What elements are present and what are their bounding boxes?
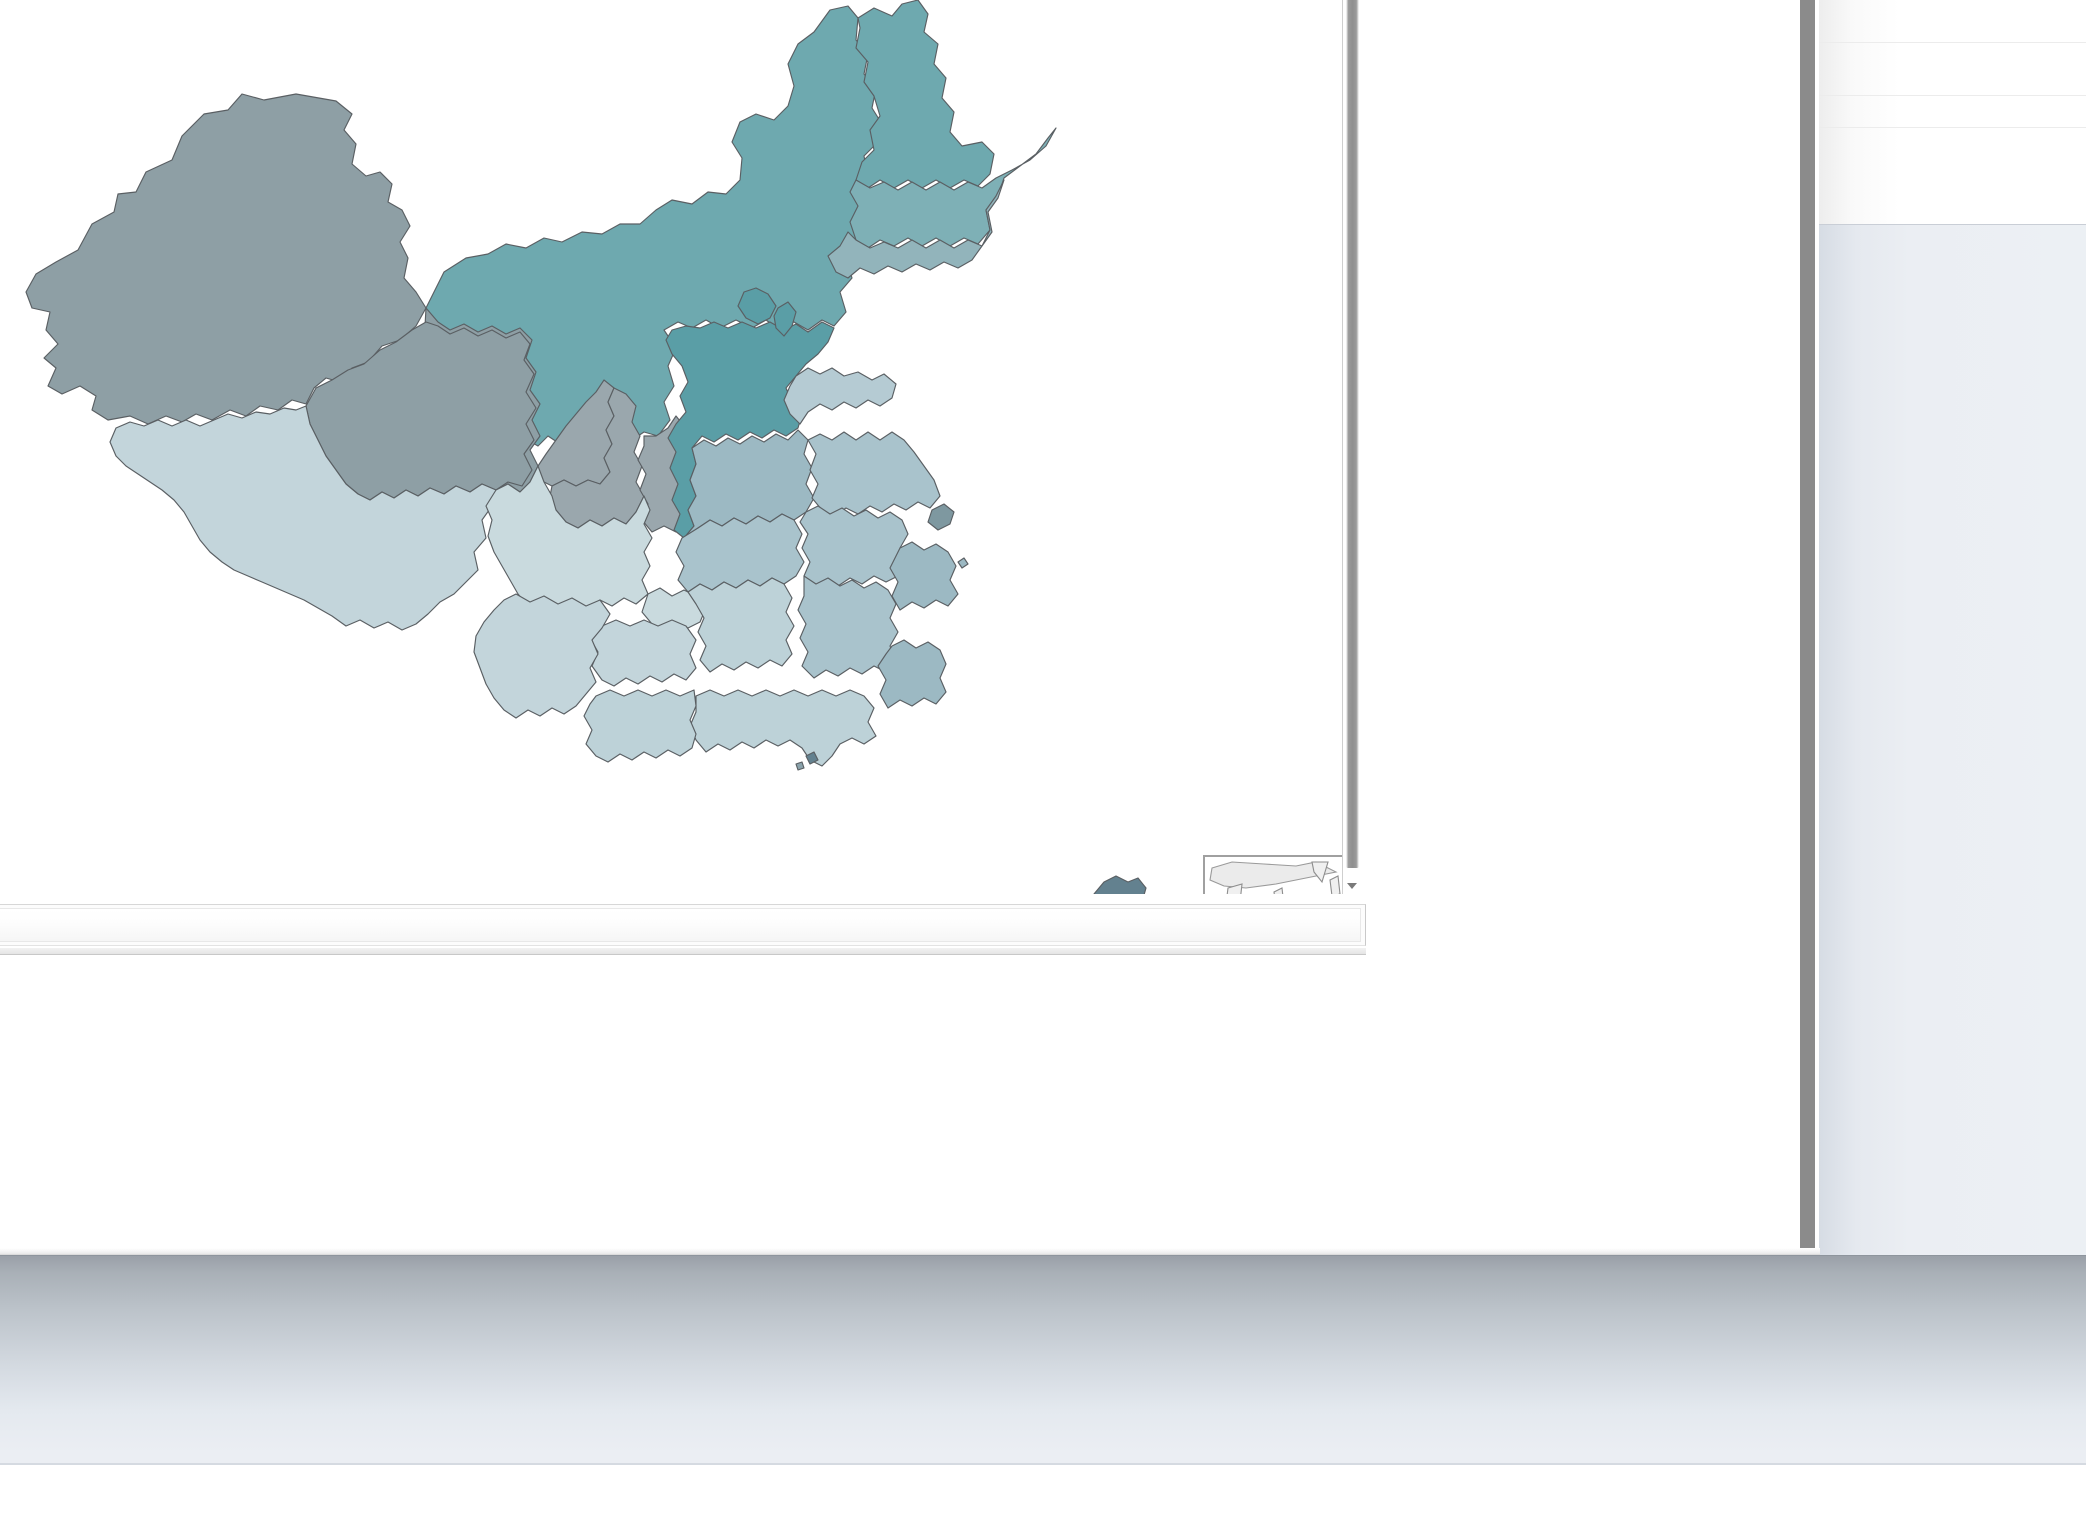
window-bottom-area: [0, 894, 1816, 1250]
application-window: [0, 0, 1816, 1250]
china-map-svg[interactable]: [0, 0, 1344, 894]
province-chongqing[interactable]: [641, 587, 707, 631]
province-jilin[interactable]: [849, 127, 1057, 249]
island-zhoushan: [957, 557, 969, 569]
province-yunnan[interactable]: [473, 593, 611, 719]
province-guangxi[interactable]: [583, 689, 697, 763]
right-panel-body: [1819, 224, 2086, 1258]
right-side-panel[interactable]: [1819, 0, 2086, 1258]
province-taiwan[interactable]: [1052, 875, 1148, 894]
horizontal-scrollbar-thumb[interactable]: [0, 908, 1361, 942]
island-hongkong: [805, 751, 819, 765]
vertical-scrollbar-thumb[interactable]: [1346, 0, 1359, 868]
province-jiangsu[interactable]: [807, 431, 941, 517]
province-hunan[interactable]: [687, 577, 795, 673]
province-tibet[interactable]: [109, 405, 497, 631]
right-panel-list[interactable]: [1819, 0, 2086, 224]
inset-island-3: [1329, 875, 1341, 894]
inset-island-1: [1226, 883, 1243, 894]
province-tianjin[interactable]: [773, 301, 797, 337]
province-heilongjiang[interactable]: [855, 0, 995, 189]
map-viewport[interactable]: [0, 0, 1344, 894]
inset-island-2: [1273, 887, 1284, 894]
vertical-scrollbar[interactable]: [1342, 0, 1361, 894]
inset-notch-island: [1311, 861, 1329, 884]
province-beijing[interactable]: [737, 287, 777, 325]
province-sichuan[interactable]: [485, 465, 653, 613]
desktop-strip-border: [0, 1463, 2086, 1465]
scroll-down-arrow-icon[interactable]: [1344, 878, 1361, 893]
province-fujian[interactable]: [877, 639, 947, 709]
province-zhejiang[interactable]: [889, 541, 959, 611]
desktop-footer: [0, 1465, 2086, 1518]
window-bottom-edge: [0, 948, 1366, 955]
province-anhui[interactable]: [799, 505, 909, 589]
province-liaoning[interactable]: [827, 179, 1005, 279]
window-right-edge-rail: [1800, 0, 1815, 1258]
horizontal-scrollbar[interactable]: [0, 904, 1366, 946]
panel-row-divider: [1819, 127, 2086, 128]
province-guangdong[interactable]: [689, 689, 877, 767]
window-drop-shadow: [0, 1248, 1820, 1255]
panel-row-divider: [1819, 95, 2086, 96]
panel-row-divider: [1819, 42, 2086, 43]
island-macau: [795, 761, 805, 771]
province-shandong[interactable]: [783, 367, 897, 425]
south-china-sea-inset[interactable]: [1203, 855, 1344, 894]
province-guizhou[interactable]: [589, 619, 697, 687]
desktop-background-strip: [0, 1255, 2086, 1465]
province-shanghai[interactable]: [927, 503, 955, 531]
